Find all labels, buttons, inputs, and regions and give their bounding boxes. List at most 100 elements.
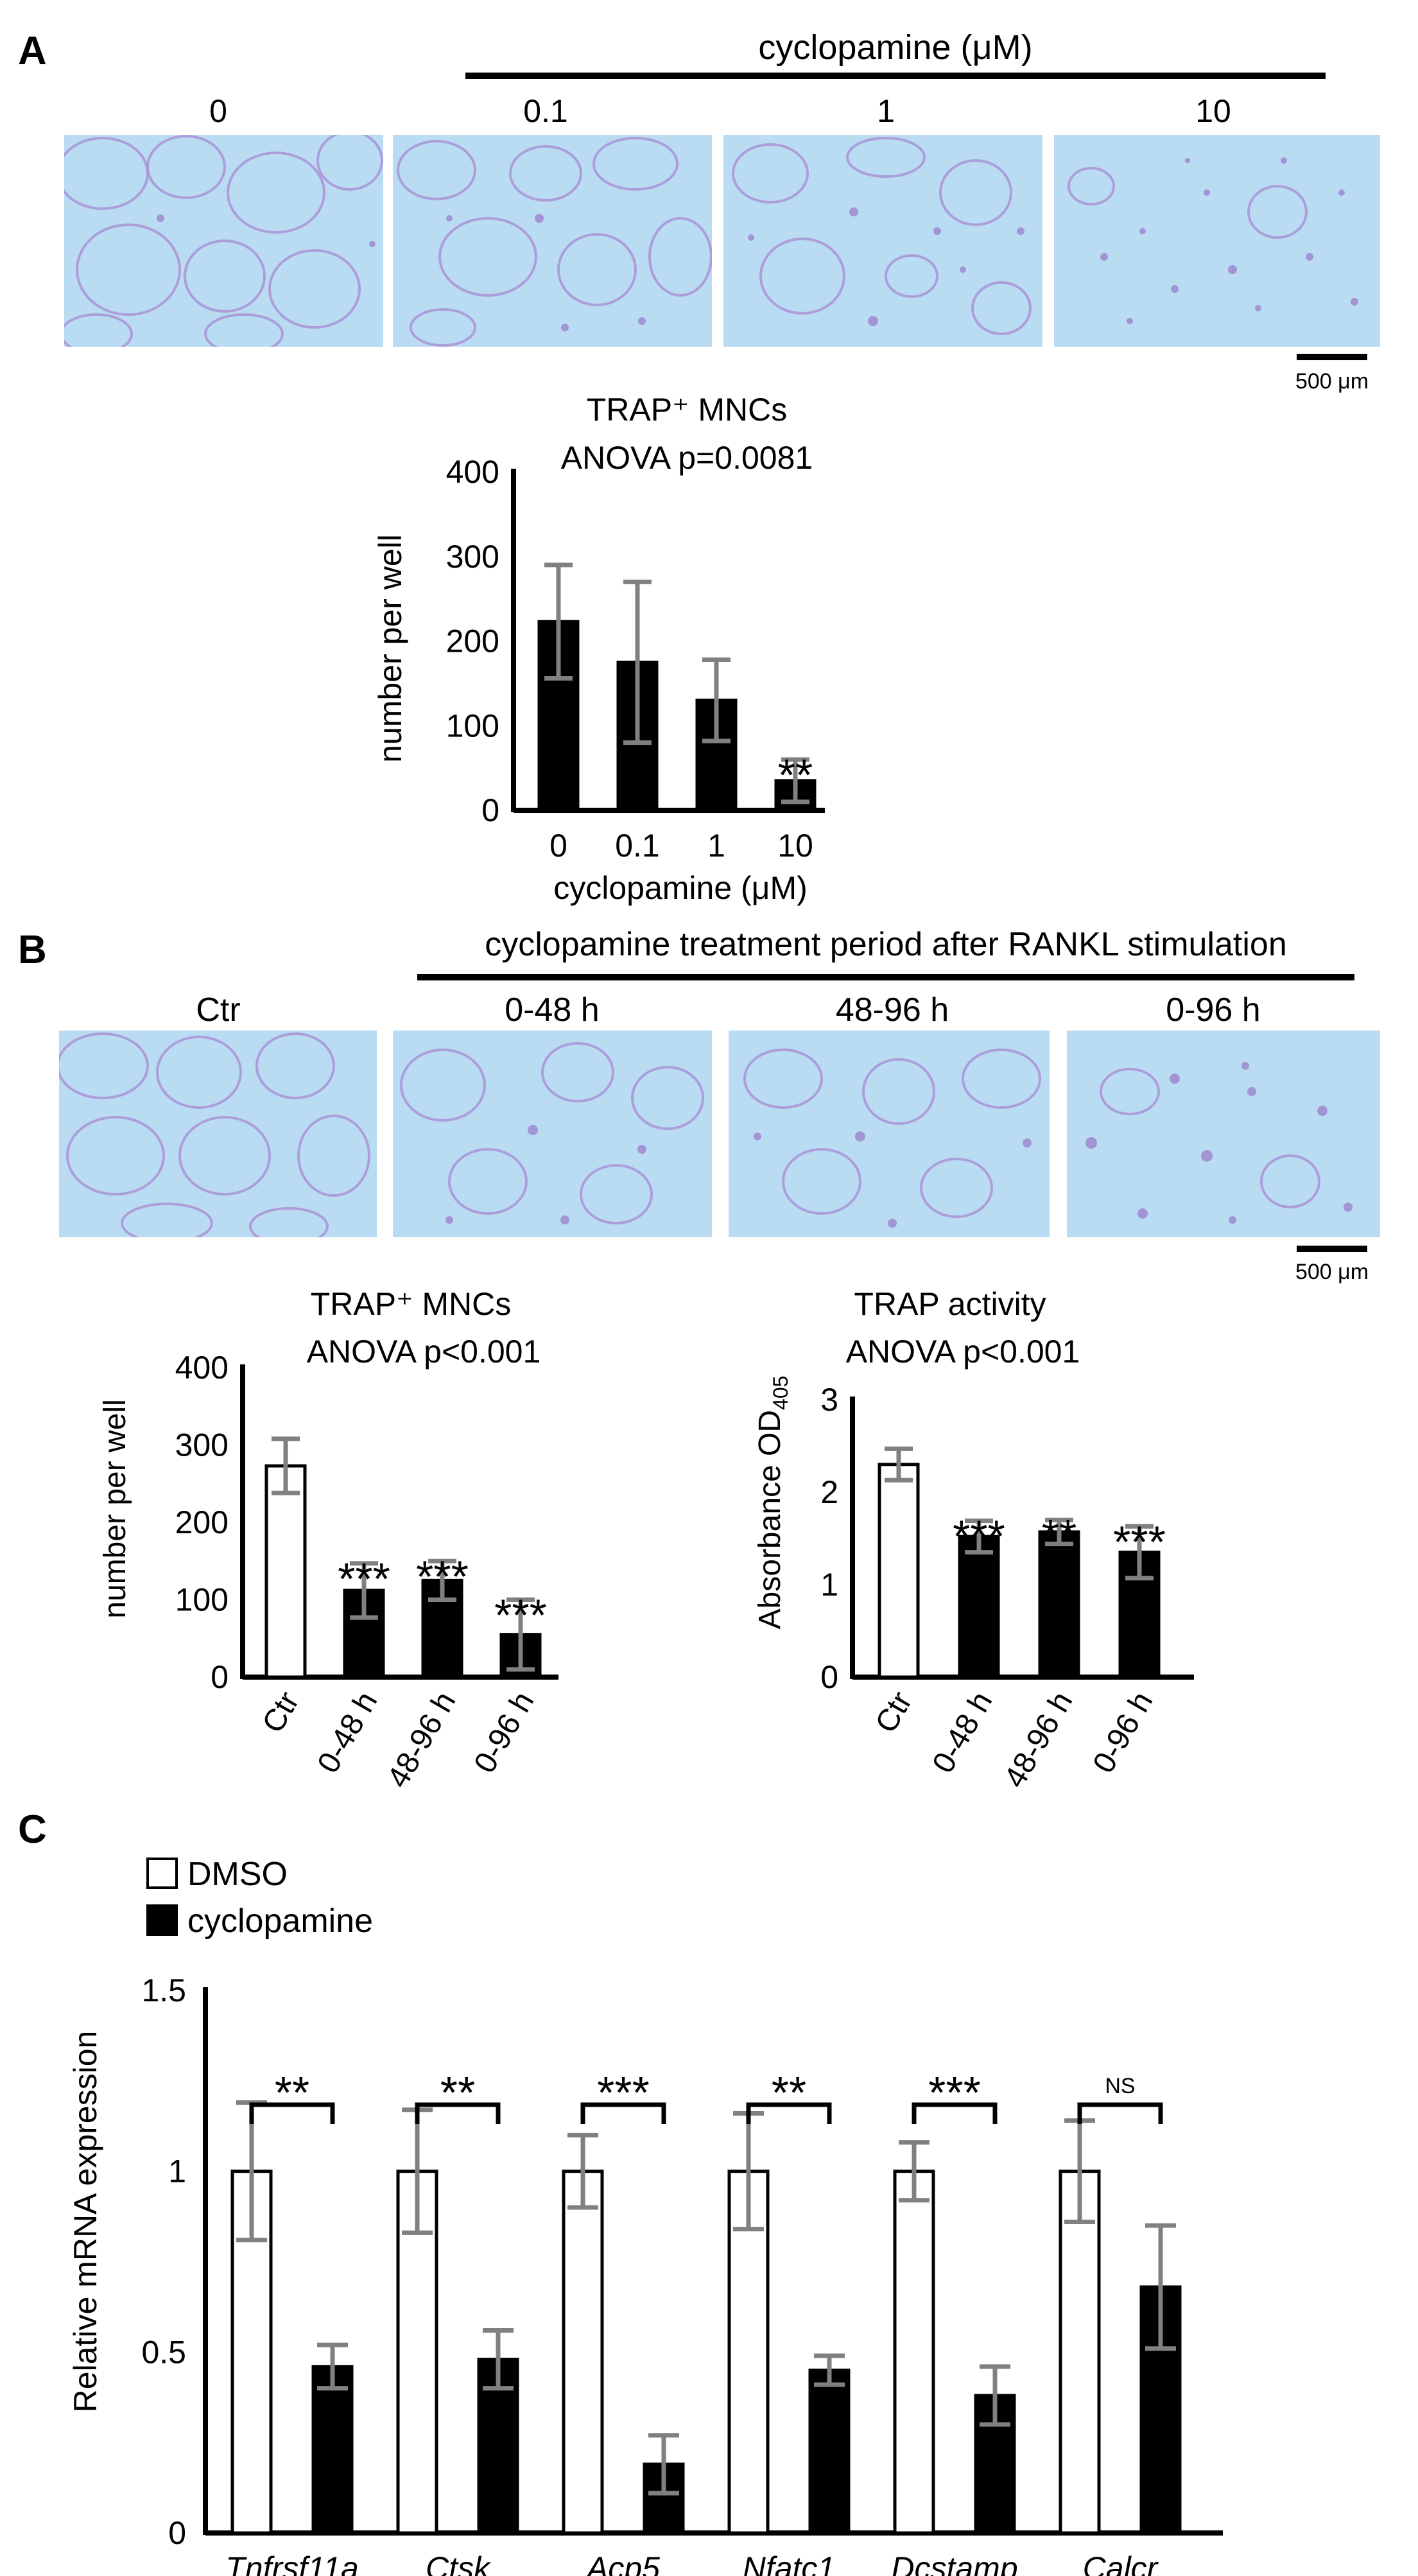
chart-a-category-label: 0 — [549, 828, 567, 864]
chart-b2-ylabel-sub: 405 — [769, 1376, 792, 1410]
micrograph-b-1 — [393, 1031, 712, 1237]
micrograph-a-2 — [723, 135, 1042, 347]
chart-b1-ytick-label: 400 — [175, 1350, 229, 1386]
chart-c-bar-dmso — [1059, 2170, 1101, 2535]
chart-b2-significance: *** — [953, 1511, 1005, 1562]
chart-c-significance: ** — [440, 2067, 475, 2118]
chart-b1-significance: *** — [494, 1590, 547, 1640]
panel-a-header: cyclopamine (μM) — [758, 28, 1032, 67]
panel-label-c: C — [18, 1807, 47, 1852]
chart-b2-ytick-label: 0 — [820, 1659, 838, 1695]
chart-b2-category-label: 0-96 h — [1087, 1686, 1160, 1779]
chart-b2-ytick-label: 2 — [820, 1474, 838, 1510]
chart-b2-bar — [878, 1463, 920, 1679]
chart-c-bar-cyclopamine — [808, 2369, 851, 2535]
micrograph-b-2 — [729, 1031, 1050, 1237]
chart-c-category-label: Tnfrsf11a — [225, 2550, 359, 2576]
panel-b-image-label-1: 0-48 h — [505, 991, 599, 1029]
chart-c-significance-bracket — [580, 2102, 666, 2124]
chart-a-subtitle: ANOVA p=0.0081 — [561, 440, 813, 476]
panel-b-header: cyclopamine treatment period after RANKL… — [485, 926, 1287, 963]
chart-c-significance-bracket — [249, 2102, 335, 2124]
chart-b1-category-label: 0-48 h — [311, 1686, 385, 1779]
panel-label-a: A — [18, 29, 47, 73]
chart-c-significance: *** — [597, 2067, 650, 2118]
chart-b2-ytick-label: 1 — [820, 1567, 838, 1603]
chart-c-category-label: Acp5 — [585, 2550, 660, 2576]
chart-c-significance-bracket — [1077, 2102, 1163, 2124]
chart-c-significance-bracket — [912, 2102, 998, 2124]
chart-b1-bar — [264, 1464, 307, 1679]
panel-b-image-label-3: 0-96 h — [1166, 991, 1260, 1029]
chart-b1-category-label: Ctr — [256, 1686, 306, 1739]
chart-b2-ylabel: Absorbance OD405 — [753, 1376, 792, 1630]
chart-a-category-label: 0.1 — [615, 828, 660, 864]
chart-b1-category-label: 48-96 h — [381, 1686, 462, 1793]
chart-c-category-label: Ctsk — [426, 2550, 492, 2576]
chart-b2-category-label: 48-96 h — [998, 1686, 1079, 1793]
chart-a-significance: ** — [778, 750, 813, 800]
panel-a-image-label-2: 1 — [877, 93, 895, 129]
chart-c-ylabel: Relative mRNA expression — [67, 2031, 103, 2413]
chart-a-ytick-label: 200 — [446, 623, 499, 659]
chart-c-significance: ** — [275, 2067, 309, 2118]
chart-c-significance: NS — [1105, 2074, 1135, 2098]
chart-c-bar-dmso — [727, 2170, 770, 2535]
chart-b2-category-label: 0-48 h — [926, 1686, 999, 1779]
chart-a-bar — [537, 620, 580, 812]
chart-c-bar-cyclopamine — [311, 2365, 354, 2535]
chart-a-ytick-label: 100 — [446, 708, 499, 744]
chart-a-ytick-label: 400 — [446, 454, 499, 490]
chart-a-ytick-label: 300 — [446, 539, 499, 575]
chart-c-ytick-label: 0 — [168, 2515, 186, 2551]
chart-b1-ylabel: number per well — [98, 1399, 132, 1618]
panel-b-image-label-0: Ctr — [196, 991, 240, 1029]
chart-b1-subtitle: ANOVA p<0.001 — [307, 1334, 541, 1370]
micrograph-a-3 — [1054, 135, 1380, 347]
chart-b1-significance: *** — [338, 1554, 390, 1604]
chart-b2-significance: ** — [1042, 1510, 1076, 1560]
micrograph-a-0 — [64, 135, 383, 347]
chart-b1-ytick-label: 200 — [175, 1504, 229, 1540]
micrograph-a-1 — [393, 135, 712, 347]
chart-b1-ytick-label: 100 — [175, 1582, 229, 1618]
chart-b2-ytick-label: 3 — [820, 1382, 838, 1418]
micrograph-b-3 — [1067, 1031, 1380, 1237]
panel-a-image-label-0: 0 — [209, 93, 227, 129]
legend-swatch-cyclopamine — [146, 1904, 178, 1936]
panel-a-scale-label: 500 μm — [1295, 369, 1369, 394]
chart-b2-title: TRAP activity — [854, 1286, 1046, 1322]
panel-b-scale-label: 500 μm — [1295, 1260, 1369, 1284]
panel-a-image-label-3: 10 — [1195, 93, 1231, 129]
chart-b1-ytick-label: 300 — [175, 1427, 229, 1463]
chart-c-category-label: Calcr — [1083, 2550, 1159, 2576]
chart-c-ytick-label: 1 — [168, 2154, 186, 2189]
chart-c-bar-dmso — [893, 2170, 935, 2535]
chart-c-significance-bracket — [746, 2102, 832, 2124]
chart-c-category-label: Nfatc1 — [743, 2550, 836, 2576]
micrograph-b-0 — [59, 1031, 377, 1237]
chart-a-ytick-label: 0 — [481, 792, 499, 828]
chart-c-ytick-label: 0.5 — [141, 2334, 186, 2370]
chart-b2-subtitle: ANOVA p<0.001 — [846, 1334, 1080, 1370]
chart-a-ylabel: number per well — [372, 534, 408, 763]
chart-a-category-label: 10 — [777, 828, 813, 864]
chart-a: TRAP⁺ MNCs ANOVA p=0.0081 number per wel… — [372, 392, 825, 906]
legend-label-cyclopamine: cyclopamine — [187, 1902, 373, 1940]
chart-a-title: TRAP⁺ MNCs — [587, 392, 788, 428]
chart-b2-category-label: Ctr — [869, 1686, 919, 1739]
chart-b1-ytick-label: 0 — [211, 1659, 229, 1695]
chart-c-significance-bracket — [415, 2102, 501, 2124]
chart-b2: TRAP activity ANOVA p<0.001 Absorbance O… — [753, 1286, 1194, 1793]
chart-b2-significance: *** — [1113, 1517, 1166, 1567]
chart-c-significance: *** — [928, 2067, 981, 2118]
legend-label-dmso: DMSO — [187, 1856, 288, 1893]
chart-b1: TRAP⁺ MNCs ANOVA p<0.001 number per well… — [98, 1286, 558, 1793]
chart-b2-ylabel-main: Absorbance OD — [753, 1410, 787, 1630]
panel-label-b: B — [18, 928, 47, 972]
chart-c: Relative mRNA expression 0 0.5 1 1.5 ** Tnfrs… — [67, 1972, 1223, 2576]
chart-c-ytick-label: 1.5 — [141, 1972, 186, 2008]
chart-c-category-label: Dcstamp — [891, 2550, 1017, 2576]
chart-b1-significance: *** — [416, 1551, 469, 1601]
